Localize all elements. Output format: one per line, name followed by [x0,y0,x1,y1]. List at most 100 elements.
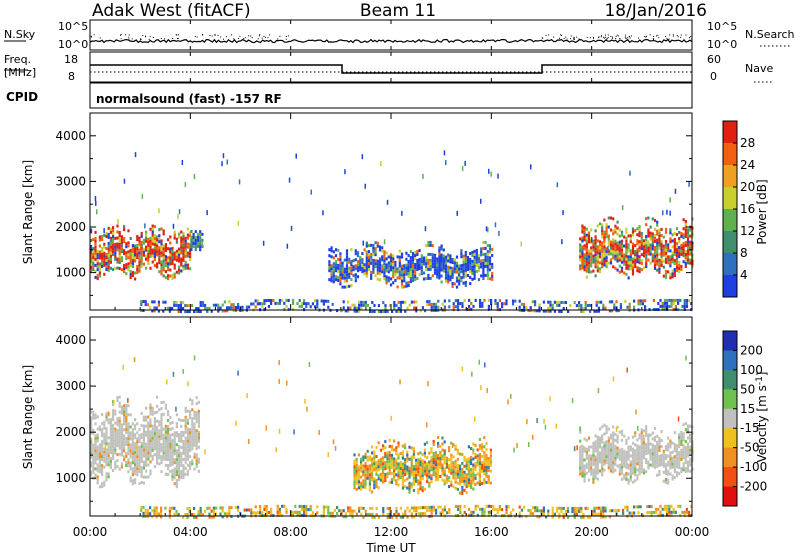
heatmap-cell [330,246,333,250]
heatmap-cell [199,310,202,313]
heatmap-cell [443,505,446,509]
heatmap-cell [560,506,563,510]
heatmap-cell [192,245,195,248]
heatmap-cell [678,442,681,446]
heatmap-cell [633,305,636,309]
heatmap-cell [437,471,440,475]
heatmap-cell [182,419,185,422]
heatmap-cell [120,238,123,242]
heatmap-cell [516,443,518,448]
heatmap-cell [158,453,161,457]
heatmap-cell [618,240,621,244]
heatmap-cell [620,459,624,463]
heatmap-cell [182,240,185,244]
heatmap-cell [164,506,167,510]
heatmap-cell [164,243,167,247]
heatmap-cell [638,433,641,437]
heatmap-cell [368,473,371,477]
heatmap-cell [583,232,586,236]
heatmap-cell [423,472,426,476]
heatmap-cell [587,270,591,274]
heatmap-cell [112,445,115,449]
heatmap-cell [536,309,539,313]
heatmap-cell [140,249,143,253]
heatmap-cell [471,250,474,254]
heatmap-cell [160,413,163,417]
heatmap-cell [107,244,110,248]
heatmap-cell [662,210,664,216]
heatmap-cell [160,470,163,474]
heatmap-cell [404,446,407,450]
heatmap-cell [667,472,670,476]
heatmap-cell [683,302,686,305]
heatmap-cell [636,444,639,448]
heatmap-cell [491,274,494,278]
heatmap-cell [604,506,607,510]
heatmap-cell [475,248,478,252]
heatmap-cell [614,456,617,460]
heatmap-cell [438,246,441,250]
heatmap-cell [439,460,442,463]
heatmap-cell [292,510,295,514]
heatmap-cell [647,439,650,443]
heatmap-cell [96,274,99,278]
heatmap-cell [182,440,185,443]
heatmap-cell [432,508,435,512]
heatmap-cell [596,438,599,442]
heatmap-cell [140,240,143,244]
heatmap-cell [483,298,486,302]
heatmap-cell [184,245,187,249]
heatmap-cell [667,442,670,446]
heatmap-cell [462,263,465,267]
heatmap-cell [153,240,156,244]
heatmap-cell [410,515,413,519]
heatmap-cell [184,239,187,243]
heatmap-cell [182,476,185,479]
heatmap-cell [512,508,515,512]
heatmap-cell [673,250,676,253]
heatmap-cell [583,437,586,441]
heatmap-cell [618,457,621,461]
heatmap-cell [175,458,178,462]
heatmap-cell [164,427,167,431]
heatmap-cell [672,507,675,511]
heatmap-cell [171,246,174,250]
heatmap-cell [341,285,344,289]
heatmap-cell [400,264,404,268]
heatmap-cell [639,505,642,509]
heatmap-cell [334,266,338,270]
heatmap-cell [142,415,145,419]
heatmap-cell [432,302,435,306]
heatmap-cell [395,467,398,471]
heatmap-cell [684,455,687,459]
heatmap-cell [607,436,610,440]
heatmap-cell [407,281,410,284]
heatmap-cell [443,458,446,462]
nsky-line [89,38,693,44]
heatmap-cell [384,473,387,477]
heatmap-cell [460,252,463,256]
heatmap-cell [404,309,407,313]
heatmap-cell [145,406,148,410]
heatmap-cell [638,255,641,259]
heatmap-cell [330,249,333,253]
heatmap-cell [175,413,178,417]
heatmap-cell [481,304,484,308]
heatmap-cell [352,259,355,263]
heatmap-cell [169,253,172,257]
heatmap-cell [607,240,610,244]
heatmap-cell [109,245,112,249]
heatmap-cell [684,422,687,426]
heatmap-cell [96,448,99,452]
heatmap-cell [672,301,675,305]
heatmap-cell [189,252,192,256]
heatmap-cell [456,451,459,455]
heatmap-cell [107,475,110,479]
heatmap-cell [662,464,665,468]
heatmap-cell [482,271,485,274]
heatmap-cell [673,449,676,453]
heatmap-cell [660,460,663,463]
heatmap-cell [480,259,483,263]
heatmap-cell [184,418,187,422]
heatmap-cell [131,449,134,453]
